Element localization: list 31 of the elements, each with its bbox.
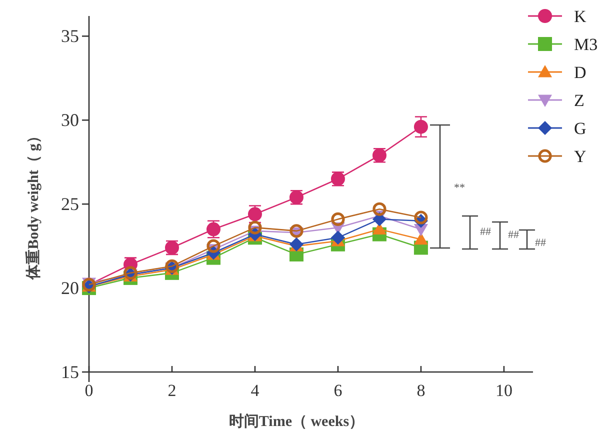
point [414, 120, 428, 134]
point [206, 239, 220, 253]
legend-label: M3 [574, 35, 598, 54]
x-tick-label: 2 [168, 381, 176, 400]
y-axis-title: 体重Body weight（ g） [25, 128, 42, 280]
x-tick-label: 10 [495, 381, 512, 400]
point [248, 220, 262, 234]
annotation: ## [480, 226, 492, 238]
legend-label: K [574, 7, 587, 26]
y-tick-label: 20 [61, 278, 79, 298]
annotation: ## [508, 229, 520, 241]
point [331, 212, 345, 226]
y-tick-label: 25 [61, 194, 79, 214]
x-tick-label: 4 [250, 381, 260, 400]
point [330, 230, 345, 245]
legend-label: G [574, 119, 586, 138]
y-tick-label: 30 [61, 110, 79, 130]
x-axis-title: 时间Time（ weeks） [228, 413, 364, 430]
point [414, 210, 428, 224]
x-tick-label: 0 [84, 381, 94, 400]
x-tick-label: 6 [334, 381, 342, 400]
point [414, 232, 428, 245]
point [372, 202, 386, 216]
point [290, 224, 304, 238]
legend-label: Y [574, 147, 586, 166]
legend-label: Z [574, 91, 584, 110]
x-tick-label: 8 [416, 381, 426, 400]
y-tick-label: 35 [61, 26, 79, 46]
y-tick-label: 15 [61, 362, 79, 382]
annotation: ** [454, 182, 465, 194]
legend-label: D [574, 63, 586, 82]
